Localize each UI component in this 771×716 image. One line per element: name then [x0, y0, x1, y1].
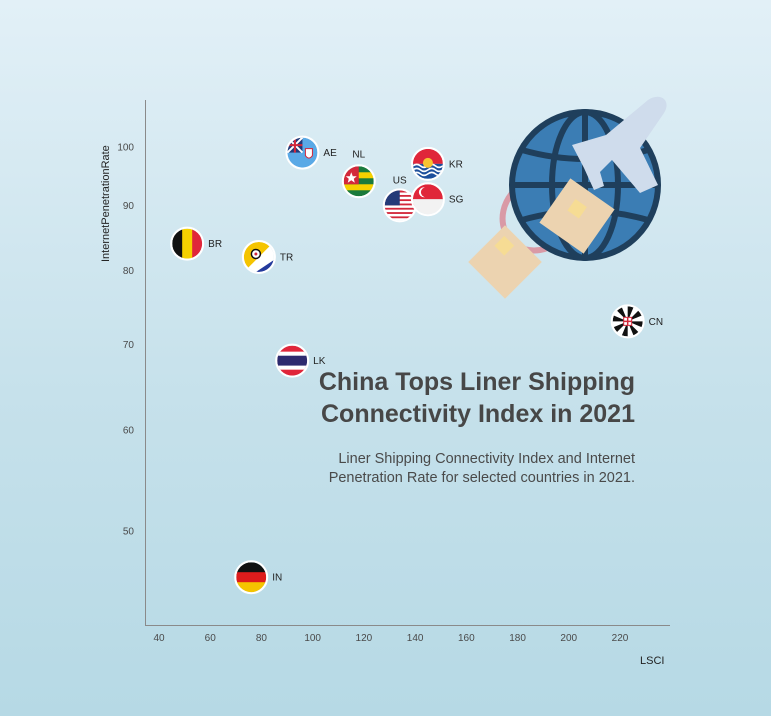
x-tick-label: 80 — [256, 633, 268, 644]
data-point — [285, 135, 320, 170]
x-tick-label: 120 — [356, 633, 373, 644]
x-tick-labels: 40 60 80 100 120 140 160 180 200 220 — [153, 633, 628, 644]
data-point — [341, 164, 376, 199]
data-point — [610, 304, 645, 339]
data-point-label: US — [393, 175, 407, 186]
data-point — [241, 239, 276, 274]
flag-icon — [236, 562, 267, 593]
globe-airplane-illustration — [468, 96, 667, 299]
flag-icon — [343, 166, 374, 197]
data-point-label: SG — [449, 195, 464, 206]
flag-icon — [172, 228, 203, 259]
data-point-label: AE — [323, 148, 337, 159]
x-tick-label: 180 — [509, 633, 526, 644]
x-tick-label: 60 — [205, 633, 217, 644]
data-point-label: LK — [313, 356, 326, 367]
flag-icon — [412, 148, 443, 179]
flag-icon — [384, 190, 415, 221]
data-point-label: CN — [649, 317, 663, 328]
flag-icon — [412, 184, 443, 215]
flag-icon — [243, 241, 274, 272]
x-axis-title: LSCI — [640, 655, 664, 667]
x-tick-label: 160 — [458, 633, 475, 644]
data-point — [410, 182, 445, 217]
data-point-label: IN — [272, 573, 282, 584]
y-tick-label: 100 — [117, 143, 134, 154]
data-point — [170, 226, 205, 261]
data-point-label: BR — [208, 239, 222, 250]
flag-icon — [612, 306, 643, 337]
data-point — [382, 188, 417, 223]
data-points: AE NL US KR SG BR TR CN LK IN — [170, 135, 663, 595]
y-tick-label: 90 — [123, 201, 135, 212]
data-point — [275, 343, 310, 378]
data-point — [410, 146, 445, 181]
y-tick-labels: 50 60 70 80 90 100 — [117, 143, 134, 538]
y-axis-title: InternetPenetrationRate — [100, 145, 112, 262]
x-tick-label: 100 — [304, 633, 321, 644]
x-tick-label: 220 — [612, 633, 629, 644]
x-tick-label: 200 — [560, 633, 577, 644]
x-tick-label: 140 — [407, 633, 424, 644]
y-tick-label: 80 — [123, 266, 135, 277]
data-point-label: NL — [352, 149, 365, 160]
y-tick-label: 50 — [123, 527, 135, 538]
title-block: China Tops Liner Shipping Connectivity I… — [305, 366, 635, 488]
data-point — [234, 560, 269, 595]
chart-title: China Tops Liner Shipping Connectivity I… — [318, 368, 635, 428]
flag-icon — [277, 345, 308, 376]
y-tick-label: 60 — [123, 425, 135, 436]
flag-icon — [287, 137, 318, 168]
y-tick-label: 70 — [123, 340, 135, 351]
x-tick-label: 40 — [153, 633, 165, 644]
chart-subtitle: Liner Shipping Connectivity Index and In… — [328, 451, 635, 486]
data-point-label: TR — [280, 252, 293, 263]
data-point-label: KR — [449, 159, 463, 170]
